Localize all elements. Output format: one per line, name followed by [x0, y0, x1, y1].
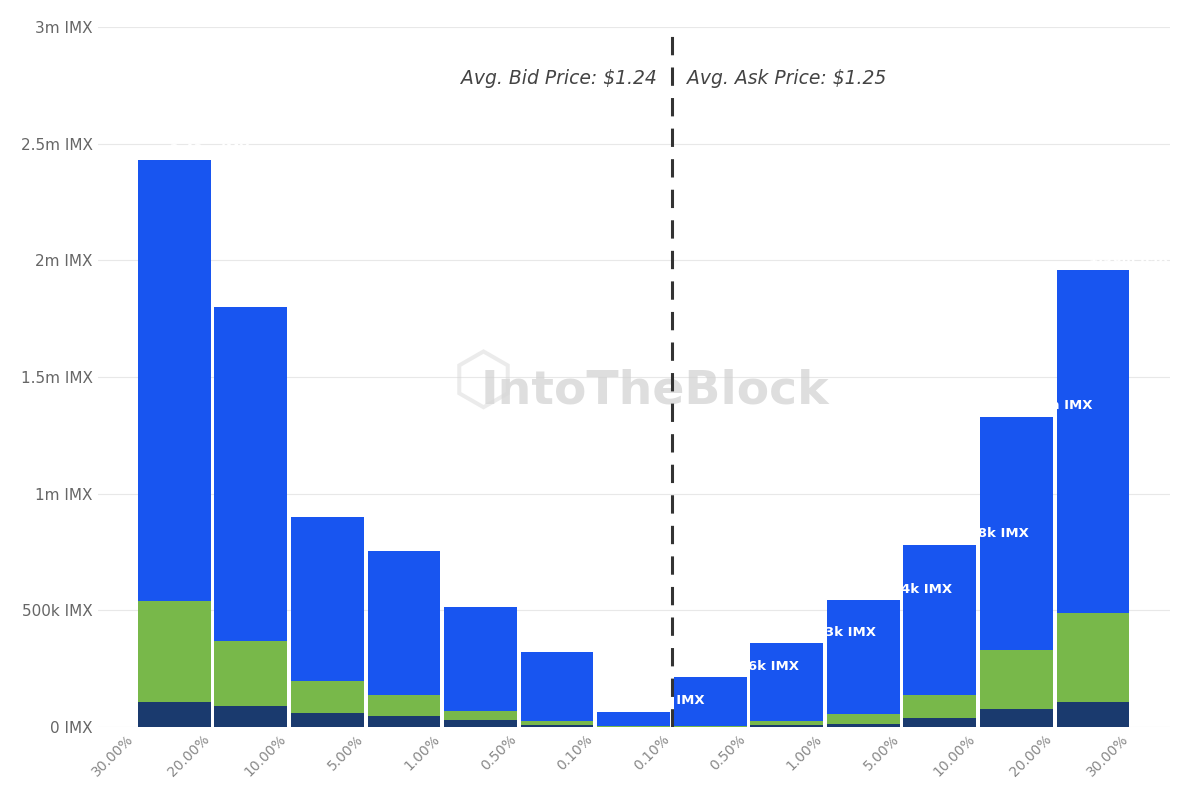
- Bar: [980, 417, 1052, 650]
- Bar: [138, 601, 211, 702]
- Text: 543.64k IMX: 543.64k IMX: [859, 583, 953, 596]
- Bar: [1057, 270, 1129, 613]
- Text: 898.89k IMX: 898.89k IMX: [324, 500, 416, 513]
- Bar: [904, 694, 977, 718]
- Bar: [1057, 702, 1129, 727]
- Text: 1.8m IMX: 1.8m IMX: [247, 290, 317, 302]
- Bar: [292, 681, 364, 713]
- Bar: [138, 702, 211, 727]
- Bar: [215, 307, 287, 641]
- Bar: [444, 607, 517, 711]
- Bar: [980, 709, 1052, 727]
- Bar: [521, 722, 594, 725]
- Bar: [215, 706, 287, 727]
- Bar: [138, 160, 211, 601]
- Bar: [521, 725, 594, 727]
- Bar: [750, 726, 823, 727]
- Bar: [904, 718, 977, 727]
- Text: 359.83k IMX: 359.83k IMX: [782, 626, 876, 639]
- Bar: [750, 643, 823, 721]
- Text: 1.33m IMX: 1.33m IMX: [1013, 399, 1092, 413]
- Bar: [1057, 613, 1129, 702]
- Bar: [904, 545, 977, 694]
- Bar: [674, 678, 746, 726]
- Text: 66.9k IMX: 66.9k IMX: [630, 694, 704, 707]
- Text: 514.16k IMX: 514.16k IMX: [476, 590, 570, 603]
- Bar: [444, 720, 517, 727]
- Bar: [292, 518, 364, 681]
- Bar: [292, 713, 364, 727]
- Text: 782.28k IMX: 782.28k IMX: [936, 527, 1028, 540]
- Text: 323.69k IMX: 323.69k IMX: [553, 634, 647, 647]
- Bar: [827, 724, 900, 727]
- Text: IntoTheBlock: IntoTheBlock: [481, 369, 829, 414]
- Text: 752.76k IMX: 752.76k IMX: [400, 534, 493, 547]
- Bar: [750, 721, 823, 726]
- Bar: [827, 600, 900, 714]
- Bar: [367, 551, 440, 694]
- Text: 2.43m IMX: 2.43m IMX: [170, 142, 250, 156]
- Bar: [598, 711, 670, 726]
- Text: 213.06k IMX: 213.06k IMX: [707, 660, 799, 674]
- Bar: [980, 650, 1052, 709]
- Bar: [444, 711, 517, 720]
- Text: Avg. Ask Price: $1.25: Avg. Ask Price: $1.25: [688, 69, 887, 88]
- Bar: [827, 714, 900, 724]
- Bar: [215, 641, 287, 706]
- Text: ⬡: ⬡: [452, 350, 515, 418]
- Bar: [367, 694, 440, 715]
- Bar: [367, 715, 440, 727]
- Text: Avg. Bid Price: $1.24: Avg. Bid Price: $1.24: [461, 69, 656, 88]
- Text: 1.96m IMX: 1.96m IMX: [1090, 253, 1169, 266]
- Bar: [521, 652, 594, 722]
